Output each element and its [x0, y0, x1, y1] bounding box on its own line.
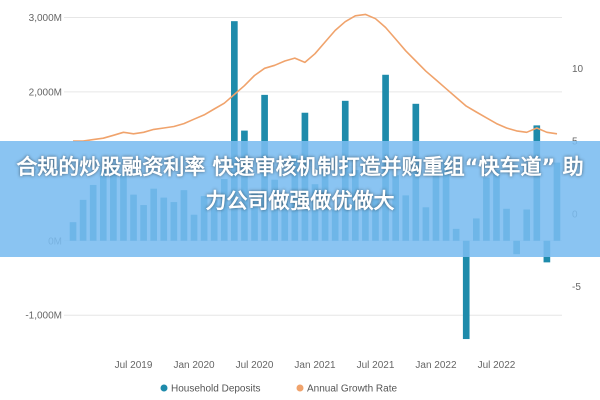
x-tick-label: Jul 2019 [115, 360, 153, 371]
x-tick-label: Jan 2021 [294, 360, 336, 371]
y-left-tick-label: 3,000M [29, 13, 62, 24]
line-series-annual-growth-rate [73, 13, 558, 142]
legend-label-household-deposits: Household Deposits [171, 384, 261, 395]
y-left-tick-label: -1,000M [25, 311, 62, 322]
x-tick-label: Jul 2022 [478, 360, 516, 371]
x-axis: Jul 2019 Jan 2020 Jul 2020 Jan 2021 Jul 2021… [115, 360, 516, 371]
bar [462, 240, 470, 340]
y-right-tick-label: -5 [572, 282, 581, 293]
x-tick-label: Jan 2020 [173, 360, 215, 371]
legend-label-annual-growth-rate: Annual Growth Rate [307, 384, 397, 395]
legend-marker-annual-growth-rate [296, 384, 304, 392]
bar [231, 21, 238, 241]
legend: Household Deposits Annual Growth Rate [160, 384, 397, 395]
x-tick-label: Jul 2021 [357, 360, 395, 371]
y-right-tick-label: 10 [572, 64, 584, 75]
headline-banner [0, 141, 600, 257]
headline-text: 合规的炒股融资利率 快速审核机制打造并购重组“快车道” 助力公司做强做优做大 [16, 155, 584, 213]
x-tick-label: Jul 2020 [236, 360, 274, 371]
growth-rate-line [73, 13, 558, 142]
x-tick-label: Jan 2022 [415, 360, 457, 371]
legend-marker-household-deposits [160, 384, 168, 392]
y-left-tick-label: 2,000M [29, 87, 62, 98]
